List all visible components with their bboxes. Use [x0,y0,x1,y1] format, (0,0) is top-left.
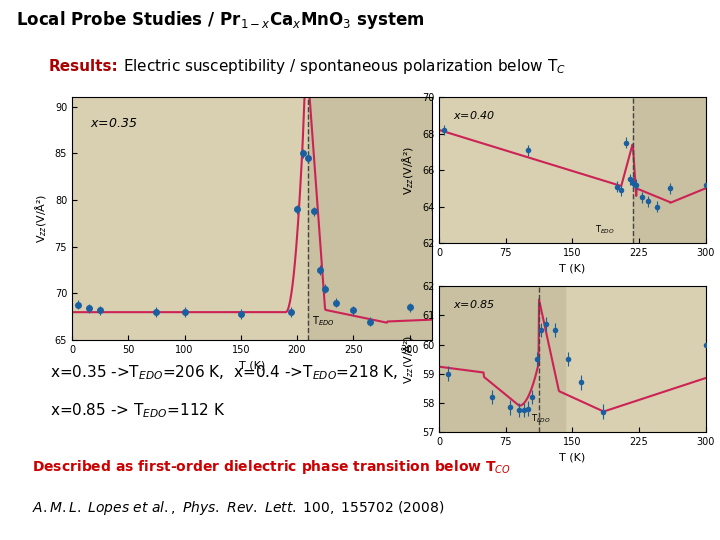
Text: Electric susceptibility / spontaneous polarization below T$_C$: Electric susceptibility / spontaneous po… [124,57,567,76]
Text: $x$=0.85: $x$=0.85 [452,298,495,310]
Text: x=0.35 ->T$_{EDO}$=206 K,  x=0.4 ->T$_{EDO}$=218 K,: x=0.35 ->T$_{EDO}$=206 K, x=0.4 ->T$_{ED… [50,363,398,382]
Text: $A.M.L.$ $Lopes$ $et$ $al.,$ $Phys.$ $Rev.$ $Lett.$ $100,$ $155702$ $(2008)$: $A.M.L.$ $Lopes$ $et$ $al.,$ $Phys.$ $Re… [32,499,444,517]
Bar [439,286,565,432]
Text: T$_{EDO}$: T$_{EDO}$ [312,314,335,328]
Text: Local Probe Studies / Pr$_{1-x}$Ca$_{x}$MnO$_{3}$ system: Local Probe Studies / Pr$_{1-x}$Ca$_{x}$… [16,9,424,31]
X-axis label: T (K): T (K) [239,361,265,370]
X-axis label: T (K): T (K) [559,264,585,273]
Y-axis label: V$_{zz}$(V/Å²): V$_{zz}$(V/Å²) [401,334,416,384]
Text: Results:: Results: [49,59,119,73]
Bar [308,97,432,340]
Text: x=0.85 -> T$_{EDO}$=112 K: x=0.85 -> T$_{EDO}$=112 K [50,401,226,420]
X-axis label: T (K): T (K) [559,453,585,462]
Bar [633,97,706,243]
Text: T$_{EDO}$: T$_{EDO}$ [595,223,616,235]
Y-axis label: V$_{zz}$(V/Å²): V$_{zz}$(V/Å²) [401,145,416,195]
Text: $x$=0.35: $x$=0.35 [90,117,138,130]
Y-axis label: V$_{zz}$(V/Å²): V$_{zz}$(V/Å²) [34,194,49,244]
Text: T$_{EDO}$: T$_{EDO}$ [531,412,551,424]
Text: $x$=0.40: $x$=0.40 [452,109,495,121]
Text: Described as first-order dielectric phase transition below T$_{CO}$: Described as first-order dielectric phas… [32,457,510,476]
